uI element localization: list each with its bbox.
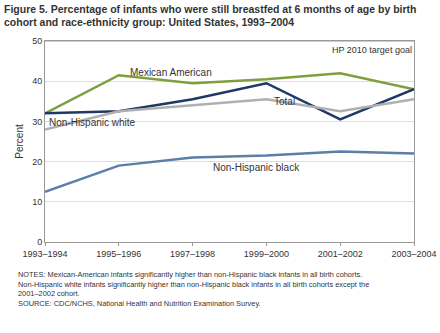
svg-text:1995–1996: 1995–1996 [96,249,141,259]
svg-text:2001–2002: 2001–2002 [318,249,363,259]
svg-text:HP 2010 target goal: HP 2010 target goal [332,45,412,55]
svg-text:Mexican American: Mexican American [130,67,212,78]
html-text:NOTES: Mexican-American infant: NOTES: Mexican-American infants signific… [18,270,363,279]
svg-text:1999–2000: 1999–2000 [244,249,289,259]
html-text:2001–2002 cohort.: 2001–2002 cohort. [18,289,80,299]
svg-text:20: 20 [32,157,42,167]
svg-text:2003–2004: 2003–2004 [391,249,436,259]
svg-text:Non-Hispanic white: Non-Hispanic white [49,117,136,128]
html-text:Figure 5. Percentage of infant: Figure 5. Percentage of infants who were… [4,3,417,28]
svg-text:40: 40 [32,76,42,86]
svg-text:50: 50 [32,36,42,46]
html-text:Non-Hispanic white infants sig: Non-Hispanic white infants significantly… [18,279,370,289]
svg-text:1997–1998: 1997–1998 [170,249,215,259]
svg-text:Total: Total [274,96,295,107]
html-text:SOURCE: CDC/NCHS, National Hea: SOURCE: CDC/NCHS, National Health and Nu… [18,298,261,308]
svg-text:1993–1994: 1993–1994 [22,249,67,259]
svg-text:Non-Hispanic black: Non-Hispanic black [213,162,300,173]
svg-text:0: 0 [37,237,42,247]
svg-text:30: 30 [32,117,42,127]
svg-text:10: 10 [32,197,42,207]
svg-text:Percent: Percent [14,124,25,159]
